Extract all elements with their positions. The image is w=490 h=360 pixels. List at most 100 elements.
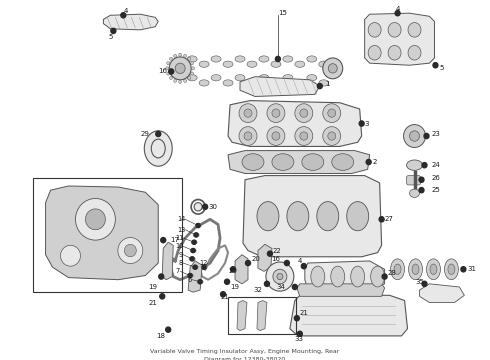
Ellipse shape [422, 163, 427, 168]
Ellipse shape [409, 259, 422, 280]
Ellipse shape [166, 67, 169, 70]
Ellipse shape [267, 104, 285, 122]
Ellipse shape [223, 61, 233, 67]
Text: Diagram for 12380-38020: Diagram for 12380-38020 [204, 357, 286, 360]
Text: 16: 16 [158, 68, 167, 75]
Ellipse shape [239, 104, 257, 122]
Ellipse shape [323, 104, 341, 122]
Ellipse shape [167, 72, 170, 75]
Ellipse shape [368, 45, 381, 60]
Ellipse shape [268, 251, 272, 256]
Ellipse shape [302, 154, 324, 170]
Text: 19: 19 [230, 284, 239, 290]
Text: 35: 35 [415, 279, 424, 285]
Ellipse shape [198, 280, 202, 284]
Ellipse shape [244, 109, 252, 117]
Ellipse shape [323, 58, 343, 79]
Ellipse shape [167, 62, 170, 65]
Ellipse shape [161, 238, 166, 243]
Ellipse shape [295, 61, 305, 67]
Text: 26: 26 [432, 175, 441, 181]
Ellipse shape [187, 56, 197, 62]
Polygon shape [46, 186, 158, 280]
Polygon shape [103, 14, 158, 30]
Ellipse shape [239, 127, 257, 145]
Ellipse shape [179, 80, 182, 84]
Ellipse shape [259, 75, 269, 81]
Text: 13: 13 [177, 227, 185, 233]
Text: 20: 20 [252, 256, 261, 262]
Ellipse shape [368, 23, 381, 37]
Text: 21: 21 [300, 310, 309, 316]
Ellipse shape [188, 57, 191, 60]
Ellipse shape [388, 45, 401, 60]
Ellipse shape [379, 217, 384, 222]
Ellipse shape [272, 132, 280, 140]
Polygon shape [235, 255, 248, 284]
Ellipse shape [307, 75, 317, 81]
Ellipse shape [179, 53, 182, 57]
Text: 12: 12 [200, 260, 208, 266]
Ellipse shape [408, 45, 421, 60]
Ellipse shape [370, 266, 385, 287]
Ellipse shape [328, 64, 337, 73]
Ellipse shape [166, 327, 171, 332]
Ellipse shape [433, 63, 438, 68]
Ellipse shape [448, 264, 455, 274]
Text: 17: 17 [170, 237, 179, 243]
Ellipse shape [197, 280, 203, 284]
Ellipse shape [271, 80, 281, 86]
Ellipse shape [191, 248, 195, 253]
Ellipse shape [192, 240, 196, 244]
FancyBboxPatch shape [407, 176, 420, 185]
Polygon shape [297, 284, 385, 296]
Ellipse shape [194, 233, 198, 237]
Ellipse shape [307, 56, 317, 62]
Ellipse shape [199, 61, 209, 67]
Ellipse shape [191, 72, 194, 75]
Ellipse shape [272, 154, 294, 170]
Ellipse shape [188, 76, 191, 80]
Ellipse shape [412, 264, 419, 274]
Ellipse shape [271, 61, 281, 67]
Ellipse shape [184, 54, 187, 57]
Text: 20: 20 [228, 268, 237, 274]
Text: 27: 27 [385, 216, 393, 222]
Ellipse shape [184, 79, 187, 82]
Ellipse shape [203, 204, 208, 210]
Ellipse shape [174, 54, 177, 57]
Ellipse shape [300, 132, 308, 140]
Text: 29: 29 [141, 131, 150, 137]
Ellipse shape [317, 202, 339, 231]
Ellipse shape [394, 264, 401, 274]
Ellipse shape [75, 198, 115, 240]
Ellipse shape [391, 259, 405, 280]
Text: Variable Valve Timing Insulator Assy, Engine Mounting, Rear: Variable Valve Timing Insulator Assy, En… [150, 350, 340, 355]
Ellipse shape [159, 274, 164, 279]
Text: 18: 18 [156, 333, 165, 339]
Polygon shape [290, 295, 408, 336]
Ellipse shape [332, 154, 354, 170]
Ellipse shape [294, 316, 299, 321]
Text: 10: 10 [175, 243, 183, 249]
Ellipse shape [277, 274, 283, 280]
Ellipse shape [201, 265, 207, 269]
Ellipse shape [121, 13, 126, 18]
Ellipse shape [284, 260, 290, 266]
Ellipse shape [404, 125, 425, 148]
Text: 5: 5 [440, 66, 444, 71]
Text: 16: 16 [271, 256, 280, 262]
Ellipse shape [156, 131, 161, 136]
Ellipse shape [331, 266, 345, 287]
Polygon shape [365, 13, 435, 65]
Text: 14: 14 [177, 216, 185, 222]
Ellipse shape [224, 279, 229, 284]
Ellipse shape [295, 127, 313, 145]
Ellipse shape [124, 244, 136, 257]
Text: 31: 31 [467, 266, 476, 272]
Ellipse shape [187, 75, 197, 81]
Ellipse shape [188, 274, 192, 278]
Ellipse shape [319, 80, 329, 86]
Ellipse shape [199, 80, 209, 86]
Ellipse shape [211, 56, 221, 62]
